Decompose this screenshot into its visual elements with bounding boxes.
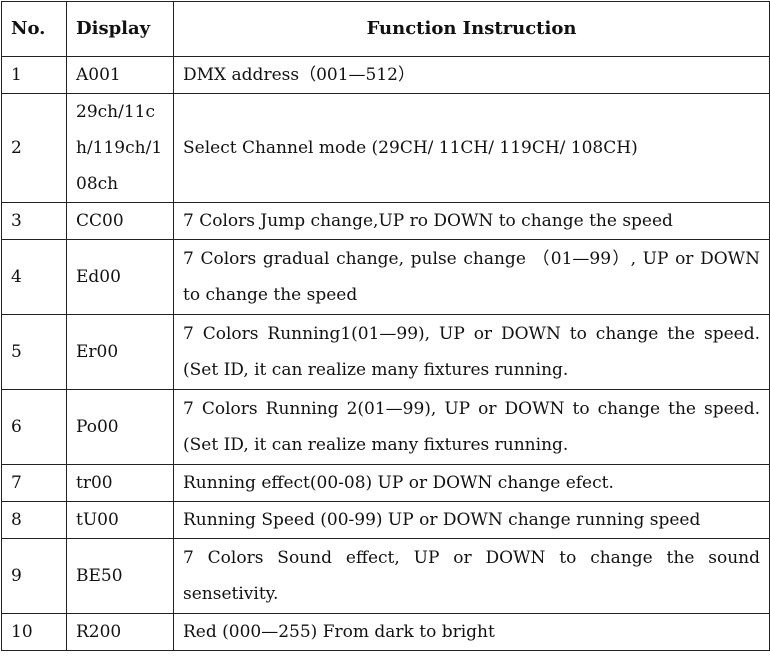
table-row: 4 Ed00 7 Colors gradual change, pulse ch… — [1, 239, 770, 315]
row-no: 6 — [1, 389, 67, 465]
function-table: No. Display Function Instruction 1 A001 … — [1, 1, 770, 651]
row-display: 29ch/11ch/119ch/108ch — [66, 93, 174, 203]
row-display: Po00 — [66, 389, 174, 465]
row-no: 8 — [1, 501, 67, 539]
row-no: 10 — [1, 613, 67, 651]
row-display: R200 — [66, 613, 174, 651]
row-no: 2 — [1, 93, 67, 203]
row-instruction: 7 Colors Sound effect, UP or DOWN to cha… — [173, 538, 770, 614]
table-header-row: No. Display Function Instruction — [1, 1, 770, 57]
row-instruction: 7 Colors Running 2(01—99), UP or DOWN to… — [173, 389, 770, 465]
header-no: No. — [1, 1, 67, 57]
header-function-instruction: Function Instruction — [173, 1, 770, 57]
row-instruction: 7 Colors gradual change, pulse change （0… — [173, 239, 770, 315]
row-display: CC00 — [66, 202, 174, 240]
table-row: 2 29ch/11ch/119ch/108ch Select Channel m… — [1, 93, 770, 203]
row-display: tr00 — [66, 464, 174, 502]
row-no: 7 — [1, 464, 67, 502]
row-instruction: 7 Colors Jump change,UP ro DOWN to chang… — [173, 202, 770, 240]
header-display: Display — [66, 1, 174, 57]
table-row: 8 tU00 Running Speed (00-99) UP or DOWN … — [1, 501, 770, 539]
row-display: Er00 — [66, 314, 174, 390]
row-no: 5 — [1, 314, 67, 390]
row-instruction: Red (000—255) From dark to bright — [173, 613, 770, 651]
row-instruction: Running effect(00-08) UP or DOWN change … — [173, 464, 770, 502]
table-row: 1 A001 DMX address（001—512） — [1, 56, 770, 94]
row-no: 1 — [1, 56, 67, 94]
table-row: 5 Er00 7 Colors Running1(01—99), UP or D… — [1, 314, 770, 390]
row-instruction: DMX address（001—512） — [173, 56, 770, 94]
row-instruction: Running Speed (00-99) UP or DOWN change … — [173, 501, 770, 539]
table-row: 6 Po00 7 Colors Running 2(01—99), UP or … — [1, 389, 770, 465]
row-display: BE50 — [66, 538, 174, 614]
table-row: 9 BE50 7 Colors Sound effect, UP or DOWN… — [1, 538, 770, 614]
row-display: A001 — [66, 56, 174, 94]
row-instruction: Select Channel mode (29CH/ 11CH/ 119CH/ … — [173, 93, 770, 203]
row-display: Ed00 — [66, 239, 174, 315]
row-instruction: 7 Colors Running1(01—99), UP or DOWN to … — [173, 314, 770, 390]
table-row: 7 tr00 Running effect(00-08) UP or DOWN … — [1, 464, 770, 502]
row-display: tU00 — [66, 501, 174, 539]
row-no: 3 — [1, 202, 67, 240]
row-no: 4 — [1, 239, 67, 315]
row-no: 9 — [1, 538, 67, 614]
table-row: 3 CC00 7 Colors Jump change,UP ro DOWN t… — [1, 202, 770, 240]
table-row: 10 R200 Red (000—255) From dark to brigh… — [1, 613, 770, 651]
